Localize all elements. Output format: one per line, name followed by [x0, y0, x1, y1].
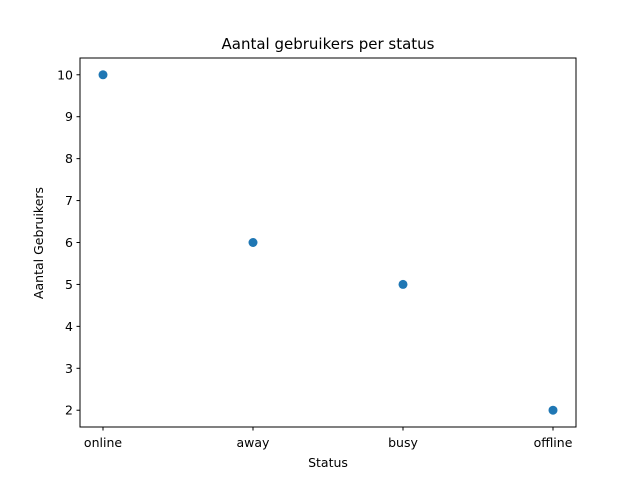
y-tick-label: 2	[65, 403, 73, 418]
y-tick-label: 6	[65, 235, 73, 250]
x-tick-label: busy	[388, 435, 418, 450]
x-tick-label: offline	[534, 435, 573, 450]
data-point-online	[98, 70, 108, 80]
y-tick-label: 3	[65, 361, 73, 376]
x-tick-label: online	[84, 435, 122, 450]
y-tick-label: 9	[65, 109, 73, 124]
data-point-away	[248, 238, 258, 247]
y-tick-label: 5	[65, 277, 73, 292]
y-axis: 2 3 4 5 6 7 8 9 10	[57, 67, 80, 418]
data-points	[98, 70, 558, 415]
y-tick-label: 7	[65, 193, 73, 208]
y-tick-label: 4	[65, 319, 73, 334]
chart-title: Aantal gebruikers per status	[222, 35, 435, 53]
plot-area-frame	[79, 57, 577, 428]
x-axis-label: Status	[308, 455, 348, 470]
y-axis-label: Aantal Gebruikers	[31, 187, 46, 299]
data-point-offline	[548, 405, 558, 415]
x-axis: online away busy offline	[84, 427, 573, 450]
x-tick-label: away	[237, 435, 271, 450]
y-tick-label: 10	[57, 67, 73, 82]
data-point-busy	[398, 279, 408, 289]
y-tick-label: 8	[65, 151, 73, 166]
